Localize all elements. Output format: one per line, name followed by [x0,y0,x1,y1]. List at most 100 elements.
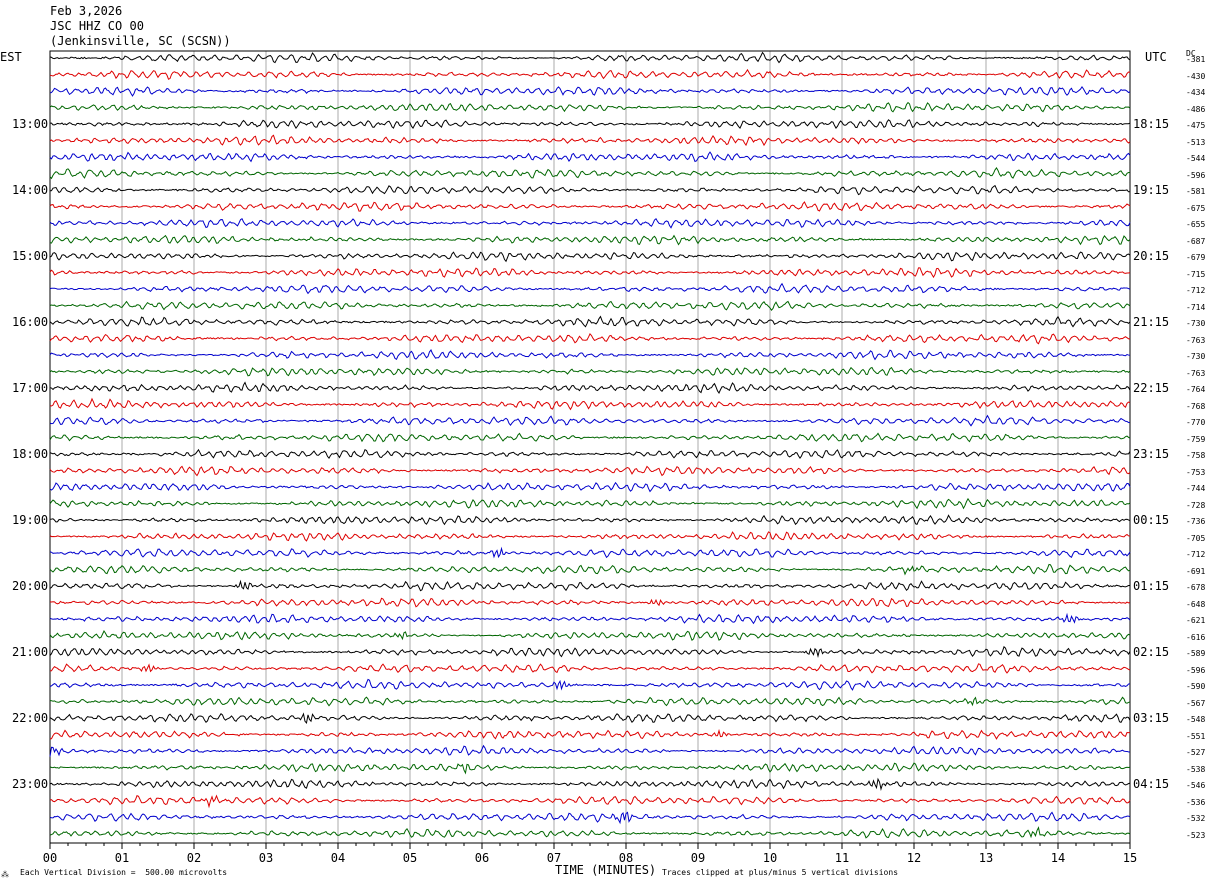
dc-offset-label: -544 [1186,154,1206,163]
seismic-trace [49,794,1131,809]
dc-offset-label: -527 [1186,748,1206,757]
hour-label-est: 15:00 [12,249,49,263]
seismic-trace [49,217,1131,229]
seismic-trace [49,728,1131,740]
seismic-trace [49,267,1131,279]
hour-label-utc: 19:15 [1133,183,1170,197]
x-tick-label: 07 [546,851,562,865]
hour-label-utc: 23:15 [1133,447,1170,461]
dc-offset-label: -596 [1186,665,1206,675]
seismic-trace [49,744,1131,757]
dc-offset-label: -589 [1186,649,1206,658]
seismic-trace [49,134,1131,147]
dc-offset-label: -736 [1186,517,1206,526]
seismic-trace [49,465,1131,477]
x-tick-label: 06 [474,851,490,865]
dc-offset-label: -567 [1186,698,1206,708]
dc-offset-label: -705 [1186,533,1206,543]
hour-label-est: 19:00 [12,513,49,527]
x-tick-label: 05 [402,851,418,865]
seismic-trace [49,777,1131,791]
seismic-trace [49,366,1131,377]
x-tick-label: 09 [690,851,706,865]
dc-offset-label: -536 [1186,797,1206,807]
seismic-trace [49,481,1131,493]
seismic-trace [49,68,1131,80]
dc-offset-label: -596 [1186,170,1206,180]
seismic-trace [49,546,1131,559]
seismic-trace [49,514,1131,526]
seismic-trace [49,101,1131,113]
dc-offset-label: -715 [1186,269,1206,279]
x-tick-label: 01 [114,851,130,865]
seismic-trace [49,234,1131,246]
dc-offset-label: -730 [1186,319,1206,328]
dc-offset-label: -744 [1186,484,1206,493]
hour-label-est: 20:00 [12,579,49,593]
hour-label-est: 21:00 [12,645,49,659]
seismic-trace [49,184,1131,196]
dc-offset-label: -763 [1186,335,1206,345]
dc-offset-header: DC [1186,49,1196,58]
seismic-trace [49,579,1130,592]
dc-offset-label: -546 [1186,781,1206,790]
seismic-trace [49,397,1131,411]
x-tick-label: 00 [42,851,58,865]
dc-offset-label: -758 [1186,451,1206,460]
seismic-trace [49,119,1131,130]
station-location: (Jenkinsville, SC (SCSN)) [50,34,231,48]
seismic-trace [49,712,1131,725]
seismic-trace [49,531,1131,542]
x-tick-label: 10 [762,851,778,865]
dc-offset-label: -538 [1186,764,1206,774]
dc-offset-label: -730 [1186,352,1206,361]
dc-offset-label: -475 [1186,121,1206,130]
hour-label-est: 16:00 [12,315,49,329]
left-timezone-label: EST [0,50,22,64]
hour-label-est: 14:00 [12,183,49,197]
seismic-trace [49,151,1131,163]
seismic-trace [49,300,1131,312]
x-tick-label: 12 [906,851,922,865]
hour-label-utc: 00:15 [1133,513,1170,527]
seismic-trace [49,85,1131,97]
seismic-trace [49,696,1131,707]
seismic-trace [49,349,1131,361]
dc-offset-label: -621 [1186,616,1206,625]
seismic-trace [49,166,1131,180]
seismic-trace [49,597,1131,608]
seismic-trace [49,563,1131,576]
hour-label-utc: 18:15 [1133,117,1170,131]
dc-offset-label: -513 [1186,137,1206,147]
plot-frame [49,50,1131,844]
dc-offset-label: -712 [1186,550,1206,559]
seismic-trace [49,645,1131,658]
dc-offset-label: -768 [1186,401,1206,411]
dc-offset-label: -434 [1186,88,1206,97]
seismic-trace [49,282,1131,295]
seismic-trace [49,51,1131,64]
dc-offset-label: -687 [1186,236,1206,246]
hour-label-est: 18:00 [12,447,49,461]
dc-offset-label: -728 [1186,500,1206,510]
clip-note: Traces clipped at plus/minus 5 vertical … [662,868,899,877]
hour-label-utc: 02:15 [1133,645,1170,659]
x-tick-label: 03 [258,851,274,865]
dc-offset-label: -581 [1186,187,1206,196]
dc-offset-label: -763 [1186,368,1206,378]
station-code: JSC HHZ CO 00 [50,19,144,33]
dc-offset-label: -691 [1186,566,1206,576]
seismic-trace [49,315,1131,328]
hour-label-est: 13:00 [12,117,49,131]
hour-label-utc: 01:15 [1133,579,1170,593]
dc-offset-label: -590 [1186,682,1206,691]
seismic-trace [49,629,1131,642]
seismic-trace [49,201,1131,212]
x-tick-label: 04 [330,851,346,865]
dc-offset-label: -548 [1186,715,1206,724]
hour-label-utc: 03:15 [1133,711,1170,725]
dc-offset-label: -764 [1186,385,1206,394]
hour-label-est: 23:00 [12,777,49,791]
right-timezone-label: UTC [1145,50,1167,64]
